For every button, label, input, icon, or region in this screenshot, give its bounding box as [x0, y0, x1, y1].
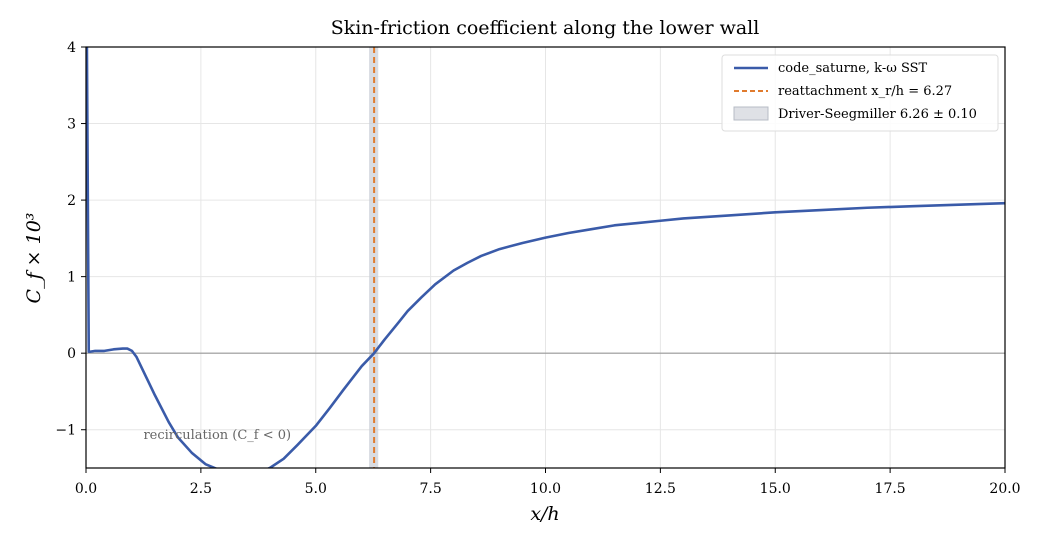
x-tick-label: 10.0: [530, 481, 561, 497]
x-tick-label: 12.5: [645, 481, 676, 497]
x-tick-label: 5.0: [305, 481, 327, 497]
y-tick-label: 1: [67, 270, 76, 286]
x-tick-label: 0.0: [75, 481, 97, 497]
legend: code_saturne, k-ω SST reattachment x_r/h…: [721, 54, 999, 132]
x-tick-label: 20.0: [989, 481, 1020, 497]
legend-box: [721, 54, 999, 132]
legend-label-reattachment: reattachment x_r/h = 6.27: [778, 84, 952, 99]
y-tick-label: 0: [67, 346, 76, 362]
series-line-code-saturne: [86, 47, 1005, 468]
x-tick-label: 17.5: [875, 481, 906, 497]
x-tick-label: 15.0: [760, 481, 791, 497]
x-tick-label: 7.5: [419, 481, 441, 497]
x-axis-label: x/h: [530, 503, 559, 525]
legend-label-series: code_saturne, k-ω SST: [778, 61, 928, 76]
y-tick-label: 2: [67, 193, 76, 209]
recirculation-annotation: recirculation (C_f < 0): [143, 428, 291, 443]
legend-swatch-band: [733, 106, 769, 121]
y-tick-label: −1: [55, 423, 76, 439]
x-tick-label: 2.5: [190, 481, 212, 497]
legend-label-band: Driver-Seegmiller 6.26 ± 0.10: [778, 107, 977, 122]
y-axis-label: C_f × 10³: [23, 213, 45, 304]
y-tick-label: 3: [67, 117, 76, 133]
chart-title: Skin-friction coefficient along the lowe…: [331, 17, 760, 39]
y-axis: −1 0 1 2 3 4: [55, 40, 86, 439]
x-axis: 0.0 2.5 5.0 7.5 10.0 12.5 15.0 17.5 20.0: [75, 468, 1021, 497]
y-tick-label: 4: [67, 40, 76, 56]
